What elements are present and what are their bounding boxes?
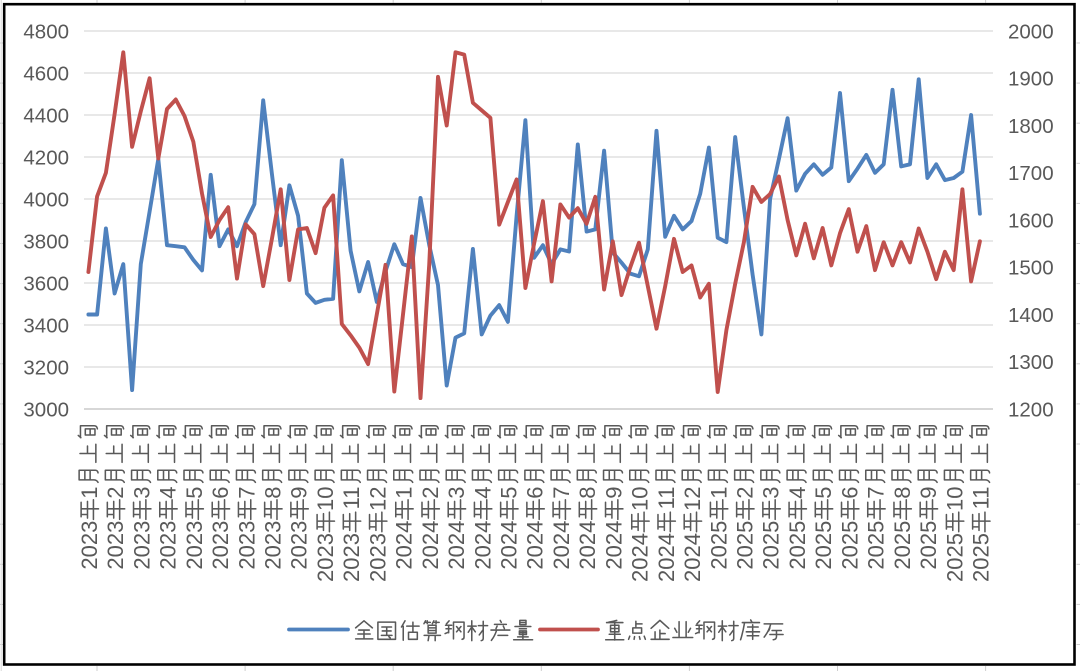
svg-text:7: 7 xyxy=(864,487,889,499)
svg-text:2023: 2023 xyxy=(234,521,259,570)
svg-text:3: 3 xyxy=(444,487,469,499)
svg-text:6: 6 xyxy=(208,487,233,499)
svg-text:1700: 1700 xyxy=(1008,162,1054,185)
svg-text:1900: 1900 xyxy=(1008,68,1054,91)
svg-text:5: 5 xyxy=(811,487,836,499)
svg-text:2023: 2023 xyxy=(313,533,338,582)
svg-text:2025: 2025 xyxy=(706,521,731,570)
svg-text:1500: 1500 xyxy=(1008,257,1054,280)
svg-text:2023: 2023 xyxy=(77,521,102,570)
svg-text:1300: 1300 xyxy=(1008,351,1054,374)
svg-text:2023: 2023 xyxy=(156,521,181,570)
svg-text:1: 1 xyxy=(77,487,102,499)
svg-text:2025: 2025 xyxy=(733,521,758,570)
svg-text:2025: 2025 xyxy=(759,521,784,570)
svg-text:2024: 2024 xyxy=(470,521,495,570)
svg-text:3200: 3200 xyxy=(23,356,69,379)
svg-text:2023: 2023 xyxy=(103,521,128,570)
svg-text:8: 8 xyxy=(261,487,286,499)
svg-text:11: 11 xyxy=(968,487,993,510)
svg-text:1800: 1800 xyxy=(1008,115,1054,138)
svg-text:2000: 2000 xyxy=(1008,20,1054,43)
svg-text:10: 10 xyxy=(628,487,653,511)
svg-text:2023: 2023 xyxy=(182,521,207,570)
svg-text:10: 10 xyxy=(313,487,338,511)
svg-text:2024: 2024 xyxy=(549,521,574,570)
svg-text:9: 9 xyxy=(916,487,941,499)
svg-text:10: 10 xyxy=(942,487,967,511)
svg-text:2: 2 xyxy=(733,487,758,499)
svg-text:6: 6 xyxy=(837,487,862,499)
svg-text:2023: 2023 xyxy=(339,533,364,582)
svg-text:2023: 2023 xyxy=(208,521,233,570)
svg-text:3: 3 xyxy=(759,487,784,499)
svg-text:4600: 4600 xyxy=(23,62,69,85)
svg-text:4000: 4000 xyxy=(23,188,69,211)
svg-text:4: 4 xyxy=(156,487,181,499)
svg-text:2025: 2025 xyxy=(811,521,836,570)
svg-text:4200: 4200 xyxy=(23,146,69,169)
svg-text:8: 8 xyxy=(890,487,915,499)
svg-text:4400: 4400 xyxy=(23,104,69,127)
svg-text:3800: 3800 xyxy=(23,230,69,253)
svg-text:5: 5 xyxy=(497,487,522,499)
svg-text:1200: 1200 xyxy=(1008,398,1054,421)
svg-text:2023: 2023 xyxy=(287,521,312,570)
svg-text:2025: 2025 xyxy=(916,521,941,570)
svg-text:11: 11 xyxy=(654,487,679,510)
svg-text:5: 5 xyxy=(182,487,207,499)
svg-text:2024: 2024 xyxy=(601,521,626,570)
svg-text:2023: 2023 xyxy=(129,521,154,570)
svg-text:6: 6 xyxy=(523,487,548,499)
svg-text:11: 11 xyxy=(339,487,364,510)
svg-text:2025: 2025 xyxy=(942,533,967,582)
svg-text:2024: 2024 xyxy=(628,533,653,582)
svg-text:2024: 2024 xyxy=(523,521,548,570)
svg-text:1: 1 xyxy=(392,487,417,499)
svg-text:2024: 2024 xyxy=(418,521,443,570)
svg-text:7: 7 xyxy=(234,487,259,499)
svg-text:4800: 4800 xyxy=(23,20,69,43)
svg-text:2024: 2024 xyxy=(654,533,679,582)
svg-text:3400: 3400 xyxy=(23,314,69,337)
svg-text:2: 2 xyxy=(418,487,443,499)
svg-text:2024: 2024 xyxy=(680,533,705,582)
svg-text:2025: 2025 xyxy=(837,521,862,570)
svg-text:2025: 2025 xyxy=(890,521,915,570)
svg-text:2023: 2023 xyxy=(365,533,390,582)
svg-text:1600: 1600 xyxy=(1008,209,1054,232)
svg-text:2023: 2023 xyxy=(261,521,286,570)
svg-text:9: 9 xyxy=(601,487,626,499)
svg-text:4: 4 xyxy=(470,487,495,499)
svg-text:9: 9 xyxy=(287,487,312,499)
svg-text:3000: 3000 xyxy=(23,398,69,421)
svg-text:12: 12 xyxy=(680,487,705,511)
svg-text:2025: 2025 xyxy=(785,521,810,570)
svg-text:2025: 2025 xyxy=(864,521,889,570)
svg-text:7: 7 xyxy=(549,487,574,499)
svg-text:12: 12 xyxy=(365,487,390,511)
svg-text:2024: 2024 xyxy=(392,521,417,570)
svg-text:3: 3 xyxy=(129,487,154,499)
svg-text:3600: 3600 xyxy=(23,272,69,295)
svg-text:1: 1 xyxy=(706,487,731,499)
svg-text:2024: 2024 xyxy=(497,521,522,570)
svg-text:2025: 2025 xyxy=(968,533,993,582)
svg-text:1400: 1400 xyxy=(1008,304,1054,327)
svg-text:2: 2 xyxy=(103,487,128,499)
svg-text:4: 4 xyxy=(785,487,810,499)
svg-text:2024: 2024 xyxy=(575,521,600,570)
svg-text:2024: 2024 xyxy=(444,521,469,570)
svg-text:8: 8 xyxy=(575,487,600,499)
